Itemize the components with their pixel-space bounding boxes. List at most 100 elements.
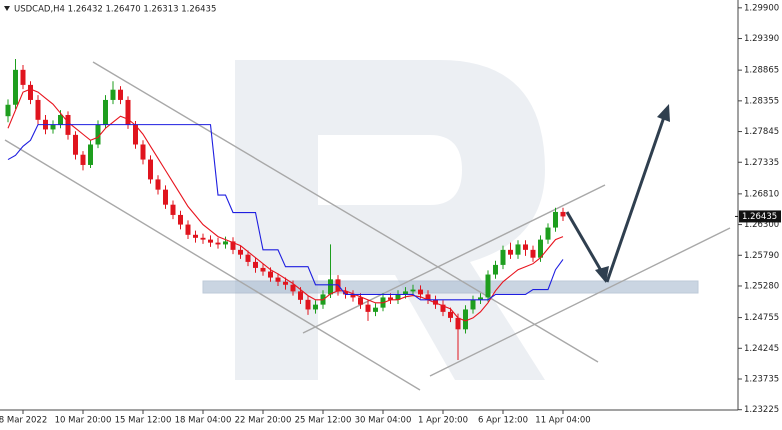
candle-body xyxy=(455,317,461,330)
candle-body xyxy=(395,294,401,300)
candle-body xyxy=(275,277,281,282)
candle-body xyxy=(545,227,551,240)
y-tick-label: 1.26300 xyxy=(744,220,779,230)
x-tick-label: 22 Mar 20:00 xyxy=(235,416,292,426)
candle-body xyxy=(373,307,378,312)
candle-body xyxy=(440,304,446,312)
candle-body xyxy=(95,124,101,145)
candle-body xyxy=(403,291,408,295)
support-zone xyxy=(202,280,699,294)
y-tick-label: 1.25790 xyxy=(744,251,779,261)
candle-body xyxy=(260,267,266,272)
candle-body xyxy=(313,304,318,310)
candle-body xyxy=(283,281,288,285)
y-tick-label: 1.29900 xyxy=(744,3,779,13)
indicator-line xyxy=(7,88,564,322)
candle-body xyxy=(178,214,183,225)
x-tick-label: 18 Mar 04:00 xyxy=(175,416,232,426)
candle-body xyxy=(5,104,11,117)
candle-body xyxy=(230,241,236,250)
arrow xyxy=(565,211,605,275)
candle-body xyxy=(448,311,453,318)
x-tick-label: 8 Mar 2022 xyxy=(0,416,47,426)
forecast-arrows xyxy=(565,116,666,283)
candle-body xyxy=(410,289,416,292)
candle-body xyxy=(185,224,191,235)
candle-body xyxy=(163,189,168,205)
candle-body xyxy=(485,274,491,298)
candle-body xyxy=(58,114,63,125)
candle-body xyxy=(268,271,273,278)
candle-body xyxy=(125,99,131,125)
candle-body xyxy=(50,124,56,130)
candle-body xyxy=(538,239,543,258)
x-tick-label: 11 Apr 04:00 xyxy=(535,416,590,426)
candle-body xyxy=(328,279,333,295)
candle-body xyxy=(110,89,116,100)
candle-body xyxy=(358,297,363,305)
x-tick-label: 30 Mar 04:00 xyxy=(355,416,412,426)
candle-body xyxy=(515,244,521,255)
candle-body xyxy=(193,234,198,238)
candle-body xyxy=(20,69,26,85)
candle-body xyxy=(88,144,93,165)
channel-line xyxy=(92,61,599,363)
candle-body xyxy=(343,291,348,295)
channel-line xyxy=(429,227,731,377)
candle-body xyxy=(508,249,513,255)
candle-body xyxy=(238,249,243,255)
y-tick-label: 1.28355 xyxy=(744,96,779,106)
y-tick-label: 1.27845 xyxy=(744,127,779,137)
candle-body xyxy=(418,289,423,295)
candle-body xyxy=(245,254,251,262)
menu-triangle xyxy=(4,6,10,11)
channel-lines xyxy=(4,61,731,391)
x-tick-label: 1 Apr 20:00 xyxy=(418,416,468,426)
y-tick-label: 1.24245 xyxy=(744,344,779,354)
y-tick-label: 1.25280 xyxy=(744,281,779,291)
x-tick-label: 25 Mar 12:00 xyxy=(295,416,352,426)
x-tick-label: 6 Apr 12:00 xyxy=(478,416,528,426)
candle-body xyxy=(133,124,138,145)
candle-body xyxy=(200,237,206,240)
arrow xyxy=(605,116,666,283)
candle-body xyxy=(298,291,303,300)
x-tick-label: 10 Mar 20:00 xyxy=(55,416,112,426)
y-tick-label: 1.28865 xyxy=(744,66,779,76)
arrow-head xyxy=(595,266,609,283)
candle-body xyxy=(500,249,506,265)
candle-body xyxy=(215,242,221,245)
candle-body xyxy=(103,99,108,125)
channel-line xyxy=(4,139,421,391)
candle-body xyxy=(553,211,558,228)
candle-body xyxy=(530,249,536,258)
candle-body xyxy=(80,154,86,165)
candle-body xyxy=(208,239,213,243)
candle-body xyxy=(148,159,153,180)
candle-body xyxy=(433,299,438,305)
candle-body xyxy=(140,144,146,160)
candle-body xyxy=(223,241,228,245)
current-price-label: 1.26435 xyxy=(742,212,777,222)
candle-body xyxy=(305,299,311,310)
candle-body xyxy=(365,304,371,312)
candle-body xyxy=(523,244,528,250)
candle-body xyxy=(13,69,18,105)
candle-body xyxy=(28,84,33,100)
candle-body xyxy=(350,294,356,298)
candle-body xyxy=(35,99,41,120)
candle-body xyxy=(425,294,431,300)
y-tick-label: 1.27335 xyxy=(744,158,779,168)
y-tick-label: 1.23225 xyxy=(744,405,779,415)
candle-body xyxy=(73,134,78,155)
y-tick-label: 1.26810 xyxy=(744,189,779,199)
candle-body xyxy=(290,284,296,292)
candle-body xyxy=(170,204,176,215)
indicator-line xyxy=(7,124,564,301)
chart-title: USDCAD,H4 1.26432 1.26470 1.26313 1.2643… xyxy=(14,5,216,15)
channel-line xyxy=(302,184,606,334)
candle-body xyxy=(155,179,161,190)
candle-body xyxy=(560,211,566,217)
y-tick-label: 1.24755 xyxy=(744,313,779,323)
